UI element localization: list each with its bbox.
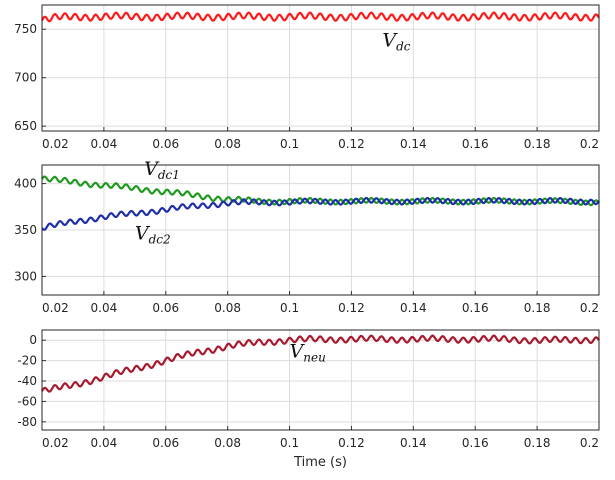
y-tick-label: -20 <box>17 354 37 368</box>
series-annotation: Vdc <box>382 30 410 54</box>
x-tick-label: 0.12 <box>338 436 365 450</box>
x-tick-label: 0.12 <box>338 301 365 315</box>
x-tick-label: 0.12 <box>338 137 365 151</box>
x-tick-label: 0.08 <box>214 436 241 450</box>
series-annotation: Vdc2 <box>135 222 171 246</box>
y-tick-label: 650 <box>14 119 37 133</box>
panel-3: 0.02 0.04 0.06 0.08 0.1 0.12 0.14 0.16 0.18 0.2 -8… <box>17 329 600 470</box>
y-tick-label: 700 <box>14 71 37 85</box>
x-tick-label: 0.14 <box>400 301 427 315</box>
axes-frame <box>41 4 600 132</box>
x-tick-label: 0.04 <box>91 137 118 151</box>
axes-frame <box>41 329 600 431</box>
x-tick-label: 0.02 <box>42 301 69 315</box>
x-tick-label: 0.1 <box>280 436 299 450</box>
x-axis-label: Time (s) <box>293 455 347 470</box>
x-tick-label: 0.04 <box>91 301 118 315</box>
x-tick-label: 0.06 <box>152 137 179 151</box>
y-tick-label: 0 <box>29 333 37 347</box>
x-tick-label: 0.08 <box>214 301 241 315</box>
x-tick-label: 0.1 <box>280 137 299 151</box>
x-tick-label: 0.16 <box>462 301 489 315</box>
x-tick-label: 0.08 <box>214 137 241 151</box>
plot-area <box>42 330 599 430</box>
x-tick-label: 0.14 <box>400 436 427 450</box>
x-tick-label: 0.02 <box>42 436 69 450</box>
x-tick-label: 0.06 <box>152 301 179 315</box>
x-tick-label: 0.18 <box>524 301 551 315</box>
x-tick-label: 0.1 <box>280 301 299 315</box>
series-annotation: Vdc1 <box>144 158 180 182</box>
y-tick-label: 350 <box>14 223 37 237</box>
x-tick-label: 0.2 <box>580 137 599 151</box>
y-tick-label: 300 <box>14 269 37 283</box>
x-tick-label: 0.2 <box>580 436 599 450</box>
x-tick-label: 0.04 <box>91 436 118 450</box>
series-line-v-dc <box>41 11 600 23</box>
series-annotation: Vneu <box>290 341 326 365</box>
x-tick-label: 0.14 <box>400 137 427 151</box>
axes-frame <box>41 164 600 296</box>
y-tick-label: -80 <box>17 415 37 429</box>
x-tick-label: 0.06 <box>152 436 179 450</box>
x-tick-label: 0.02 <box>42 137 69 151</box>
x-tick-label: 0.2 <box>580 301 599 315</box>
y-tick-label: -60 <box>17 394 37 408</box>
x-tick-label: 0.16 <box>462 436 489 450</box>
series-line-v-dc2 <box>41 196 600 231</box>
x-tick-label: 0.18 <box>524 436 551 450</box>
plot-area <box>42 5 599 131</box>
x-tick-label: 0.18 <box>524 137 551 151</box>
x-tick-label: 0.16 <box>462 137 489 151</box>
y-tick-label: 400 <box>14 177 37 191</box>
series-line-v-neu <box>41 334 600 393</box>
y-tick-label: -40 <box>17 374 37 388</box>
panel-2: 0.02 0.04 0.06 0.08 0.1 0.12 0.14 0.16 0.18 0.2 30… <box>14 158 600 315</box>
panel-1: 0.02 0.04 0.06 0.08 0.1 0.12 0.14 0.16 0.18 0.2 65… <box>14 4 600 151</box>
y-tick-label: 750 <box>14 22 37 36</box>
